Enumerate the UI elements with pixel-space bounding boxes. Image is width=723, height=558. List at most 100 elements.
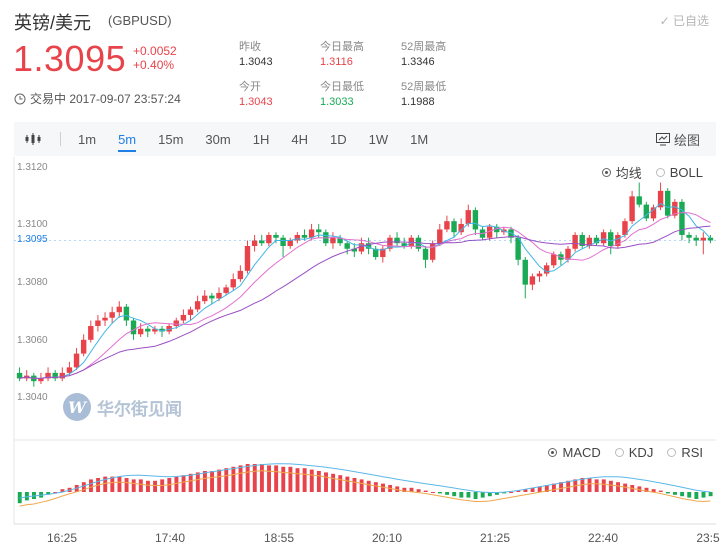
macd-bar [174,476,179,492]
candle-body [643,204,650,219]
macd-bar [373,482,378,492]
change-percent: +0.40% [133,58,175,72]
x-tick-label: 21:25 [479,531,511,545]
candle-body [394,237,400,244]
candle-body [109,312,115,318]
candle-body [657,190,664,208]
indicator-macd-radio[interactable]: MACD [548,445,601,460]
candle-body [522,259,528,285]
candle-body [707,237,714,241]
macd-bar [238,465,243,492]
candle-body [45,372,51,379]
x-tick-label: 16:25 [46,531,78,545]
stat-label: 昨收 [239,41,261,53]
chart-toolbar: 1m 5m 15m 30m 1H 4H 1D 1W 1M 绘图 [14,122,716,156]
pair-code: (GBPUSD) [108,13,172,28]
toolbar-divider [60,132,61,146]
macd-bar [708,492,713,497]
candle-body [180,314,187,321]
interval-1h[interactable]: 1H [252,131,270,147]
candle-body [636,196,642,205]
macd-bar [267,465,271,492]
interval-1mo[interactable]: 1M [410,131,429,147]
macd-bar [224,468,229,492]
candle-body [166,326,172,332]
macd-bar [89,479,93,492]
indicator-boll-radio[interactable]: BOLL [655,163,703,182]
candle-body [66,367,73,373]
macd-bar [153,480,158,492]
interval-1m[interactable]: 1m [78,131,97,147]
macd-bar [665,492,670,494]
candle-body [529,276,536,285]
indicator-rsi-radio[interactable]: RSI [667,445,703,460]
macd-bar [202,471,207,492]
candle-body [465,210,471,224]
candle-body [551,254,557,266]
stat-value: 1.3346 [401,56,435,68]
radio-label: KDJ [628,445,654,460]
macd-bar [537,486,542,492]
macd-dea-line [19,470,711,507]
watermark: W 华尔街见闻 [63,393,182,421]
candle-body [344,243,350,249]
y-tick-label: 1.3120 [17,162,48,173]
x-tick-label: 22:40 [587,531,619,545]
macd-bar [259,464,264,492]
macd-bar [352,478,357,492]
candle-body [686,234,692,238]
candle-body [116,306,122,313]
candle-body [508,229,514,238]
macd-bar [651,489,656,492]
candle-body [266,234,272,244]
candle-body [223,287,229,293]
candle-body [429,243,436,260]
indicator-ma-radio[interactable]: 均线 [601,163,642,182]
interval-30m[interactable]: 30m [205,131,231,147]
macd-bar [188,473,193,492]
radio-dot [601,168,611,177]
candle-body [536,273,543,277]
interval-4h[interactable]: 4H [291,131,308,147]
macd-bar [103,476,108,492]
candle-body [137,328,144,335]
candle-body [372,248,379,258]
macd-bar [302,468,307,492]
macd-bar [530,487,535,492]
interval-1d[interactable]: 1D [329,131,347,147]
macd-bar [217,469,222,492]
candle-body [73,353,80,368]
radio-dot [614,448,624,457]
macd-bar [494,492,499,495]
macd-bar [245,464,250,492]
macd-bar [473,492,478,499]
stat-52w-high: 52周最高 1.3346 [401,40,446,70]
macd-bar [544,485,549,492]
ma-slow-line [19,225,711,379]
macd-bar [402,487,407,492]
chart-type-button[interactable] [14,122,52,156]
candle-body [615,234,621,246]
candle-body [287,240,293,246]
macd-bar [438,492,442,494]
macd-bar [466,492,471,498]
macd-bar [502,492,507,494]
macd-bar [24,492,29,501]
macd-bar [252,464,257,492]
interval-5m[interactable]: 5m [107,122,147,156]
current-price-label: 1.3095 [17,234,48,245]
candle-body [600,232,607,244]
draw-button[interactable]: 绘图 [655,130,716,149]
indicator-kdj-radio[interactable]: KDJ [614,445,654,460]
watchlist-toggle[interactable]: ✓ 已自选 [660,12,709,29]
y-tick-label: 1.3100 [17,219,48,230]
candle-body [16,372,23,379]
moving-averages-layer [14,202,716,379]
interval-1w[interactable]: 1W [368,131,389,147]
stat-open: 今开 1.3043 [239,80,273,110]
candle-body [650,207,657,219]
candle-body [593,237,600,244]
macd-bar [124,478,129,492]
interval-15m[interactable]: 15m [158,131,184,147]
